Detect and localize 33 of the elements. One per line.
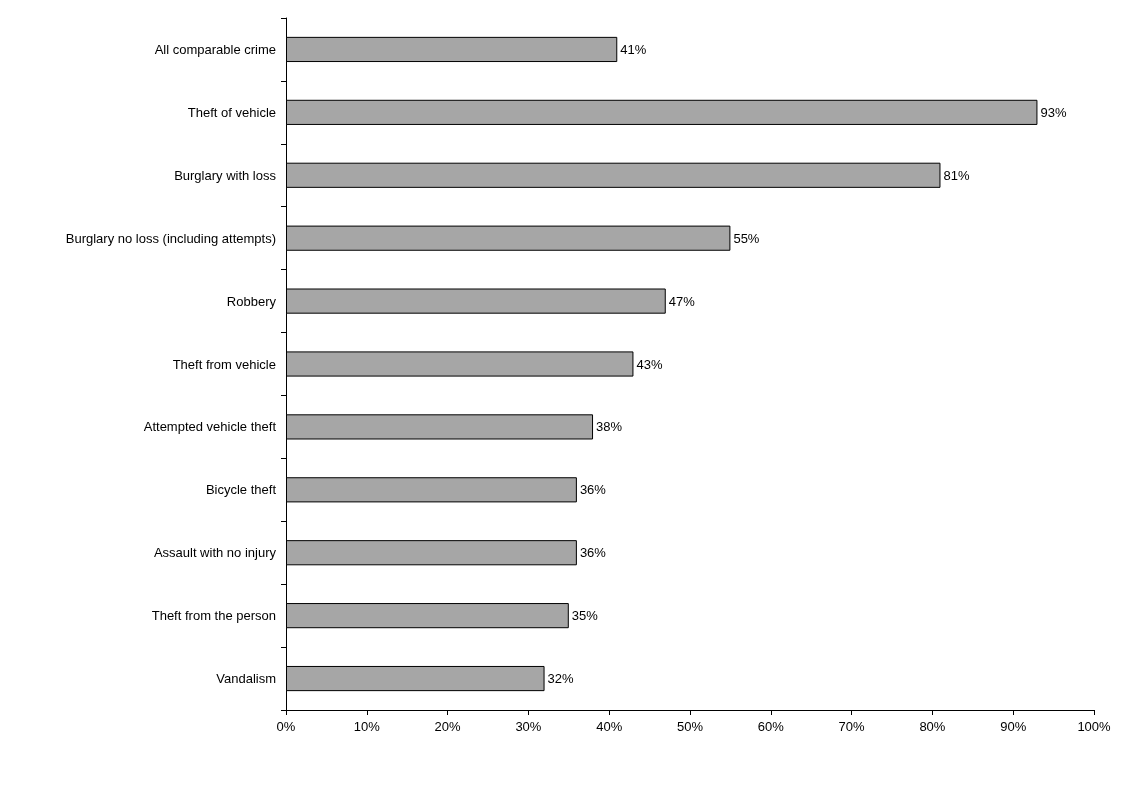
x-tick-label: 30% (515, 719, 542, 734)
data-label: 93% (1040, 104, 1067, 120)
data-label: 38% (596, 419, 623, 435)
y-tick-label: Theft from the person (151, 608, 276, 624)
y-tick-label: Burglary no loss (including attempts) (65, 230, 276, 246)
data-label: 43% (636, 356, 663, 372)
y-tick-label: Theft from vehicle (172, 356, 276, 372)
y-tick-label: Robbery (226, 293, 277, 309)
data-label: 41% (620, 41, 647, 57)
y-tick-label: All comparable crime (154, 41, 276, 57)
data-label: 81% (943, 167, 970, 183)
x-tick-label: 70% (838, 719, 866, 734)
x-tick-label: 90% (1000, 719, 1027, 734)
x-tick-label: 80% (919, 719, 946, 734)
x-tick-label: 50% (676, 719, 704, 734)
x-tick-label: 60% (757, 719, 785, 734)
data-label: 32% (547, 671, 575, 687)
y-tick-label: Vandalism (216, 671, 276, 687)
data-label: 47% (668, 293, 696, 309)
x-tick-label: 0% (276, 719, 296, 734)
x-tick-label: 20% (434, 719, 462, 734)
y-tick-label: Bicycle theft (205, 482, 277, 498)
x-tick-label: 10% (353, 719, 381, 734)
data-label: 36% (579, 482, 607, 498)
data-label: 35% (571, 608, 599, 624)
data-label: 36% (579, 545, 607, 561)
y-tick-label: Attempted vehicle theft (143, 419, 277, 435)
y-tick-label: Theft of vehicle (187, 104, 276, 120)
x-tick-label: 100% (1077, 719, 1112, 734)
y-tick-label: Burglary with loss (174, 167, 277, 183)
x-tick-label: 40% (596, 719, 623, 734)
y-tick-label: Assault with no injury (153, 545, 277, 561)
data-label: 55% (733, 230, 760, 246)
